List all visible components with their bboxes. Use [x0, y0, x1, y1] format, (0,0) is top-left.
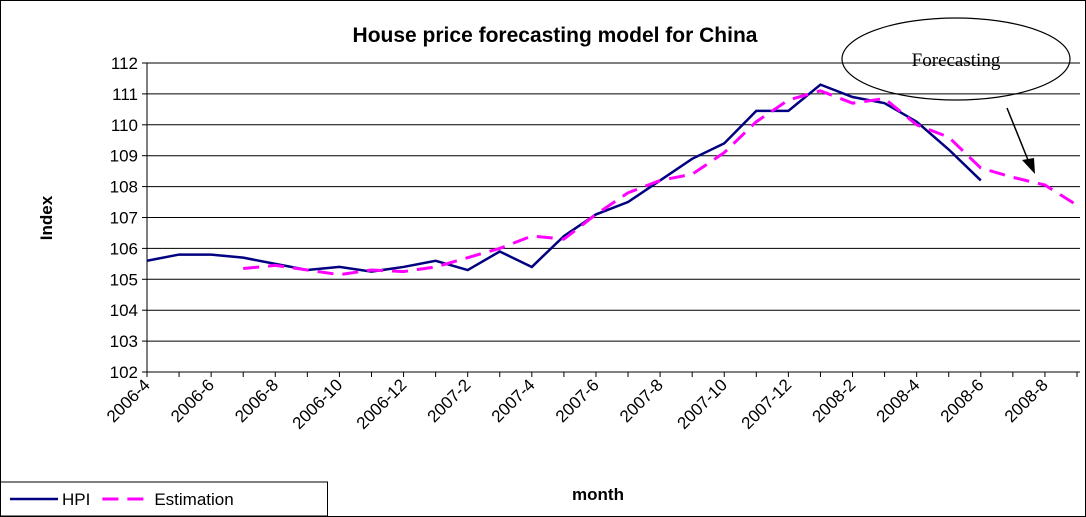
- line-series: [243, 89, 1078, 277]
- chart-title: House price forecasting model for China: [353, 24, 758, 47]
- y-tick-label: 109: [110, 147, 138, 166]
- annotation-arrowhead: [1022, 158, 1035, 174]
- line-series: [146, 83, 982, 273]
- annotation-ellipse: [841, 17, 1071, 101]
- legend-label: HPI: [62, 490, 90, 509]
- y-tick-label: 110: [111, 116, 138, 135]
- annotation-text: Forecasting: [912, 50, 1001, 71]
- y-tick-label: 105: [110, 270, 138, 289]
- legend-label: Estimation: [154, 490, 233, 509]
- y-tick-label: 103: [110, 332, 138, 351]
- y-tick-label: 111: [112, 85, 138, 104]
- x-axis-label: month: [572, 485, 624, 504]
- y-axis-label: Index: [37, 195, 56, 240]
- y-tick-label: 106: [110, 239, 138, 258]
- y-tick-label: 112: [111, 54, 138, 73]
- y-tick-label: 107: [110, 209, 138, 228]
- y-tick-label: 102: [110, 363, 138, 382]
- y-tick-label: 108: [110, 178, 138, 197]
- y-tick-label: 104: [110, 301, 138, 320]
